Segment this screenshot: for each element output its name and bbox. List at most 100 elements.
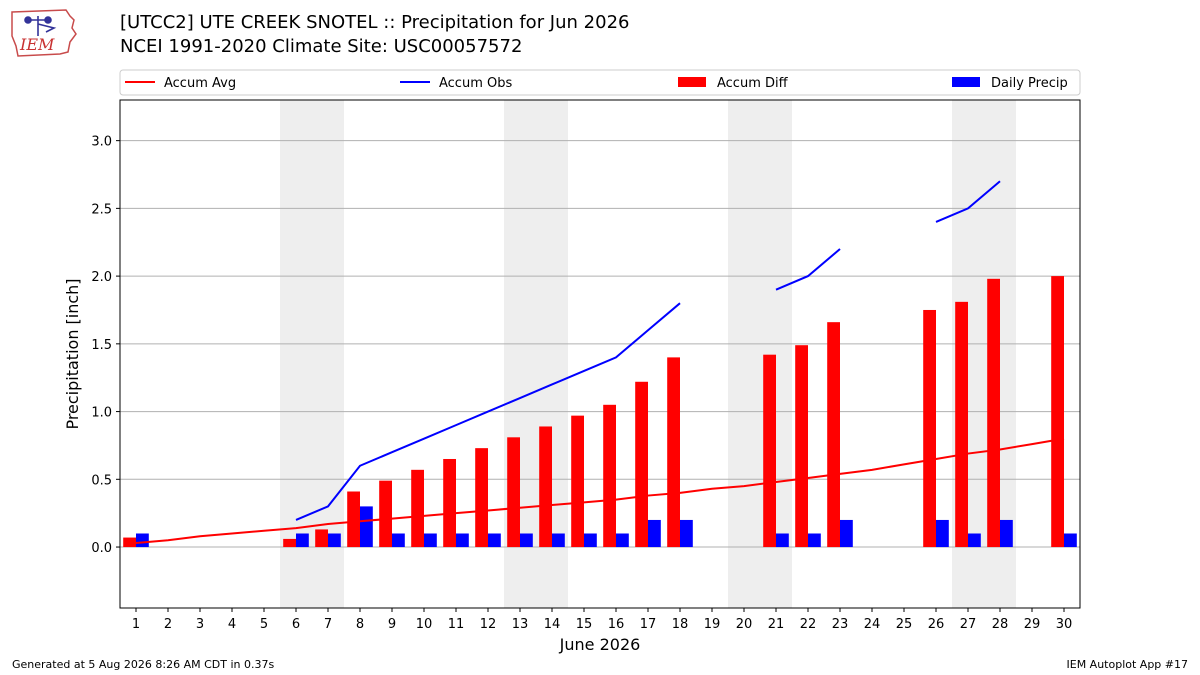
x-tick-label: 5	[260, 617, 268, 632]
x-tick-label: 15	[576, 617, 593, 632]
x-tick-label: 8	[356, 617, 364, 632]
generated-timestamp: Generated at 5 Aug 2026 8:26 AM CDT in 0…	[12, 658, 275, 671]
accum-diff-bar	[1051, 276, 1064, 548]
accum-diff-bar	[635, 381, 648, 548]
daily-precip-bar	[808, 533, 821, 548]
y-tick-label: 2.0	[91, 270, 112, 285]
x-tick-label: 12	[480, 617, 497, 632]
accum-diff-bar	[411, 469, 424, 548]
x-tick-label: 17	[640, 617, 657, 632]
daily-precip-bar	[840, 519, 853, 548]
x-tick-label: 29	[1024, 617, 1041, 632]
legend-label: Daily Precip	[991, 76, 1068, 91]
iowa-state-outline	[11, 9, 77, 57]
bars	[123, 276, 1077, 548]
y-axis-label: Precipitation [inch]	[63, 278, 82, 429]
x-tick-label: 21	[768, 617, 785, 632]
accum-diff-bar	[923, 309, 936, 548]
accum-obs-line	[295, 302, 681, 521]
x-tick-label: 27	[960, 617, 977, 632]
x-tick-label: 26	[928, 617, 945, 632]
accum-obs-line	[935, 180, 1001, 223]
daily-precip-bar	[392, 533, 405, 548]
x-tick-label: 25	[896, 617, 913, 632]
x-tick-label: 30	[1056, 617, 1073, 632]
accum-diff-bar	[763, 354, 776, 548]
accum-diff-bar	[955, 301, 968, 548]
y-tick-label: 0.0	[91, 541, 112, 556]
x-tick-label: 19	[704, 617, 721, 632]
accum-diff-bar	[571, 415, 584, 548]
daily-precip-bar	[968, 533, 981, 548]
y-tick-label: 1.0	[91, 406, 112, 421]
x-tick-label: 2	[164, 617, 172, 632]
chart-subtitle: NCEI 1991-2020 Climate Site: USC00057572	[120, 36, 523, 57]
x-tick-label: 18	[672, 617, 689, 632]
weekend-band	[280, 100, 344, 608]
legend-swatch-bar	[678, 77, 706, 87]
lines	[135, 180, 1065, 544]
legend-label: Accum Obs	[439, 76, 512, 91]
daily-precip-bar	[328, 533, 341, 548]
chart-title: [UTCC2] UTE CREEK SNOTEL :: Precipitatio…	[120, 12, 630, 33]
accum-diff-bar	[347, 491, 360, 548]
app-credit: IEM Autoplot App #17	[1066, 658, 1189, 671]
accum-diff-bar	[667, 357, 680, 548]
daily-precip-bar	[424, 533, 437, 548]
x-tick-label: 1	[132, 617, 140, 632]
legend-swatch-bar	[952, 77, 980, 87]
daily-precip-bar	[488, 533, 501, 548]
x-tick-label: 13	[512, 617, 529, 632]
x-tick-label: 11	[448, 617, 465, 632]
accum-diff-bar	[123, 537, 136, 548]
y-tick-label: 2.5	[91, 202, 112, 217]
gridlines	[120, 140, 1080, 548]
logo-text: IEM	[19, 35, 55, 54]
x-tick-label: 3	[196, 617, 204, 632]
daily-precip-bar	[648, 519, 661, 548]
x-tick-label: 9	[388, 617, 396, 632]
accum-diff-bar	[379, 480, 392, 548]
daily-precip-bar	[616, 533, 629, 548]
x-tick-label: 28	[992, 617, 1009, 632]
x-tick-label: 6	[292, 617, 300, 632]
accum-obs-line	[775, 248, 841, 291]
x-tick-label: 23	[832, 617, 849, 632]
accum-diff-bar	[987, 278, 1000, 548]
x-tick-label: 10	[416, 617, 433, 632]
accum-diff-bar	[539, 426, 552, 548]
daily-precip-bar	[936, 519, 949, 548]
accum-diff-bar	[283, 538, 296, 548]
accum-diff-bar	[443, 458, 456, 548]
accum-diff-bar	[475, 448, 488, 548]
legend-label: Accum Avg	[164, 76, 236, 91]
x-axis-label: June 2026	[559, 635, 641, 654]
daily-precip-bar	[1000, 519, 1013, 548]
legend-frame	[119, 69, 1081, 96]
weather-station-icon	[24, 16, 57, 36]
y-tick-label: 0.5	[91, 473, 112, 488]
weekend-band	[728, 100, 792, 608]
daily-precip-bar	[584, 533, 597, 548]
x-tick-label: 22	[800, 617, 817, 632]
plot-frame	[119, 99, 1081, 609]
accum-diff-bar	[507, 437, 520, 548]
daily-precip-bar	[136, 533, 149, 548]
daily-precip-bar	[456, 533, 469, 548]
x-tick-label: 20	[736, 617, 753, 632]
daily-precip-bar	[296, 533, 309, 548]
y-tick-label: 3.0	[91, 135, 112, 150]
legend-label: Accum Diff	[717, 76, 789, 91]
iem-logo: IEM	[11, 9, 77, 57]
axes: 0.00.51.01.52.02.53.01 2 3 4 5 6 7 8 9 10 11 12 13 14…	[91, 135, 1072, 632]
accum-diff-bar	[315, 529, 328, 548]
x-tick-label: 16	[608, 617, 625, 632]
accum-diff-bar	[603, 404, 616, 548]
accum-diff-bar	[827, 322, 840, 548]
x-tick-label: 24	[864, 617, 881, 632]
y-tick-label: 1.5	[91, 338, 112, 353]
x-tick-label: 14	[544, 617, 561, 632]
accum-avg-line	[135, 437, 1065, 544]
daily-precip-bar	[520, 533, 533, 548]
